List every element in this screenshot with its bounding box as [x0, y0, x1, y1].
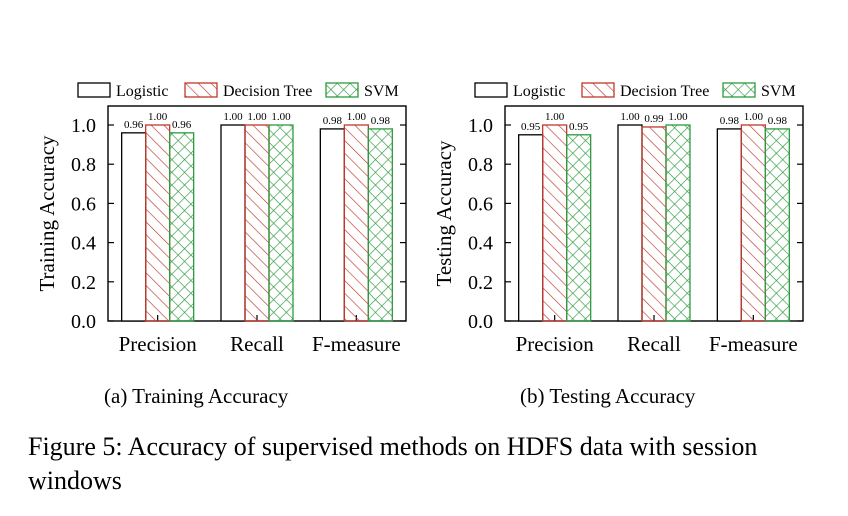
- y-tick-label: 0.6: [71, 193, 96, 215]
- data-label: 1.00: [545, 111, 565, 123]
- bar-decision-tree: [145, 124, 171, 322]
- legend-label-svm: SVM: [364, 83, 399, 100]
- data-label: 0.95: [569, 121, 589, 133]
- y-tick-label: 0.2: [468, 272, 493, 294]
- y-axis-label: Testing Accuracy: [432, 140, 456, 287]
- bar-logistic: [617, 124, 643, 322]
- data-label: 0.98: [371, 115, 391, 127]
- legend-swatch-decision-tree: [581, 82, 615, 98]
- legend-label-svm: SVM: [761, 83, 796, 100]
- data-label: 1.00: [223, 111, 243, 123]
- data-label: 1.00: [744, 111, 764, 123]
- legend-label-decision-tree: Decision Tree: [620, 83, 709, 100]
- data-label: 0.98: [768, 115, 788, 127]
- y-tick-label: 0.8: [468, 154, 493, 176]
- y-tick-label: 0.0: [468, 311, 493, 333]
- subcaption-testing: (b) Testing Accuracy: [520, 384, 696, 408]
- figure-caption: Figure 5: Accuracy of supervised methods…: [28, 432, 758, 495]
- bar-svm: [367, 128, 393, 322]
- x-tick-label: Recall: [627, 332, 681, 356]
- data-label: 1.00: [668, 111, 688, 123]
- bar-svm: [764, 128, 790, 322]
- data-label: 1.00: [271, 111, 291, 123]
- x-tick-label: F-measure: [312, 332, 401, 356]
- bar-svm: [566, 134, 592, 322]
- y-axis-label: Training Accuracy: [35, 135, 59, 292]
- legend-swatch-logistic: [77, 82, 111, 98]
- bar-logistic: [716, 128, 742, 322]
- data-label: 0.99: [644, 113, 664, 125]
- y-tick-label: 0.8: [71, 154, 96, 176]
- data-label: 0.95: [521, 121, 541, 133]
- chart-panel-training: 0.0 0.2 0.4 0.6 0.8 1.0 Training Accuracy Preci…: [35, 82, 407, 356]
- y-tick-label: 0.2: [71, 272, 96, 294]
- bar-decision-tree: [641, 126, 667, 322]
- y-tick-label: 1.0: [468, 115, 493, 137]
- bar-decision-tree: [244, 124, 270, 322]
- data-label: 0.96: [172, 119, 192, 131]
- legend-label-decision-tree: Decision Tree: [223, 83, 312, 100]
- x-tick-label: Recall: [230, 332, 284, 356]
- bar-decision-tree: [740, 124, 766, 322]
- y-tick-label: 1.0: [71, 115, 96, 137]
- legend-swatch-svm: [722, 82, 756, 98]
- data-label: 0.98: [720, 115, 740, 127]
- legend-label-logistic: Logistic: [116, 83, 168, 100]
- x-tick-label: F-measure: [709, 332, 798, 356]
- bar-logistic: [121, 132, 147, 322]
- x-tick-label: Precision: [119, 332, 198, 356]
- bar-logistic: [220, 124, 246, 322]
- data-label: 1.00: [247, 111, 267, 123]
- bar-decision-tree: [343, 124, 369, 322]
- chart-panel-testing: 0.0 0.2 0.4 0.6 0.8 1.0 Testing Accuracy Precis…: [432, 82, 804, 356]
- data-label: 0.98: [323, 115, 343, 127]
- bar-decision-tree: [542, 124, 568, 322]
- legend-swatch-logistic: [474, 82, 508, 98]
- data-label: 0.96: [124, 119, 144, 131]
- x-tick-label: Precision: [516, 332, 595, 356]
- y-tick-label: 0.6: [468, 193, 493, 215]
- bar-svm: [268, 124, 294, 322]
- bar-logistic: [518, 134, 544, 322]
- legend-swatch-decision-tree: [184, 82, 218, 98]
- data-label: 1.00: [620, 111, 640, 123]
- bar-logistic: [319, 128, 345, 322]
- bar-svm: [169, 132, 195, 322]
- legend-label-logistic: Logistic: [513, 83, 565, 100]
- y-tick-label: 0.4: [468, 233, 493, 255]
- y-tick-label: 0.4: [71, 233, 96, 255]
- subcaption-training: (a) Training Accuracy: [104, 384, 289, 408]
- legend-swatch-svm: [325, 82, 359, 98]
- data-label: 1.00: [347, 111, 367, 123]
- y-tick-label: 0.0: [71, 311, 96, 333]
- bar-svm: [665, 124, 691, 322]
- data-label: 1.00: [148, 111, 168, 123]
